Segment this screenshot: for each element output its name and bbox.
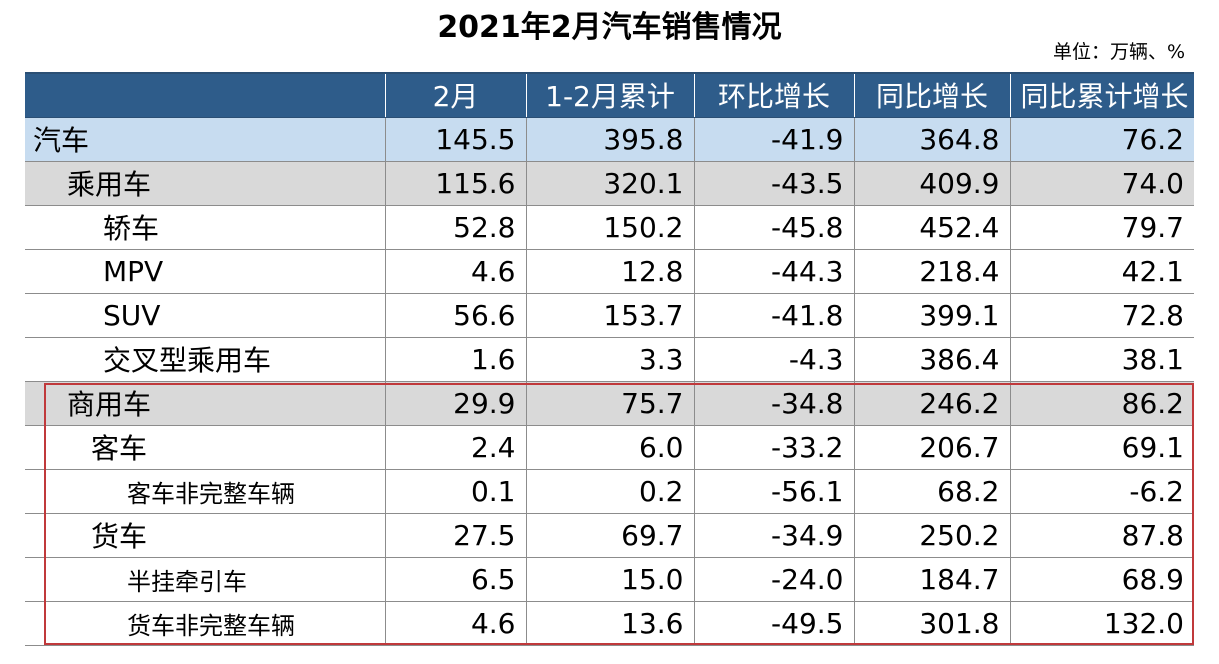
cell-value: 86.2 bbox=[1009, 381, 1194, 426]
cell-value: 52.8 bbox=[384, 205, 526, 250]
cell-value: -41.9 bbox=[693, 117, 854, 162]
row-label: SUV bbox=[25, 293, 385, 338]
row-label: 商用车 bbox=[25, 381, 385, 426]
table-row: 交叉型乘用车 1.6 3.3 -4.3 386.4 38.1 bbox=[25, 337, 1194, 382]
cell-value: -56.1 bbox=[693, 469, 854, 514]
table-row: SUV 56.6 153.7 -41.8 399.1 72.8 bbox=[25, 293, 1194, 338]
cell-value: 184.7 bbox=[853, 557, 1010, 602]
cell-value: 13.6 bbox=[525, 601, 694, 646]
row-label: 半挂牵引车 bbox=[25, 557, 385, 602]
cell-value: 301.8 bbox=[853, 601, 1010, 646]
cell-value: 68.9 bbox=[1009, 557, 1194, 602]
table-row: 客车非完整车辆 0.1 0.2 -56.1 68.2 -6.2 bbox=[25, 469, 1194, 514]
cell-value: 75.7 bbox=[525, 381, 694, 426]
sales-table: 2月 1-2月累计 环比增长 同比增长 同比累计增长 汽车 145.5 395.… bbox=[25, 72, 1194, 646]
cell-value: 132.0 bbox=[1009, 601, 1194, 646]
cell-value: 452.4 bbox=[853, 205, 1010, 250]
row-label: 客车非完整车辆 bbox=[25, 469, 385, 514]
cell-value: 38.1 bbox=[1009, 337, 1194, 382]
cell-value: 386.4 bbox=[853, 337, 1010, 382]
table-row: 汽车 145.5 395.8 -41.9 364.8 76.2 bbox=[25, 117, 1194, 162]
cell-value: 76.2 bbox=[1009, 117, 1194, 162]
cell-value: -44.3 bbox=[693, 249, 854, 294]
cell-value: 115.6 bbox=[384, 161, 526, 206]
table-row: 乘用车 115.6 320.1 -43.5 409.9 74.0 bbox=[25, 161, 1194, 206]
table-row: 货车 27.5 69.7 -34.9 250.2 87.8 bbox=[25, 513, 1194, 558]
cell-value: 87.8 bbox=[1009, 513, 1194, 558]
cell-value: -34.8 bbox=[693, 381, 854, 426]
cell-value: 320.1 bbox=[525, 161, 694, 206]
table-row: 客车 2.4 6.0 -33.2 206.7 69.1 bbox=[25, 425, 1194, 470]
cell-value: 250.2 bbox=[853, 513, 1010, 558]
table-row: 半挂牵引车 6.5 15.0 -24.0 184.7 68.9 bbox=[25, 557, 1194, 602]
header-yoy-growth: 同比增长 bbox=[853, 72, 1010, 118]
cell-value: 145.5 bbox=[384, 117, 526, 162]
cell-value: 42.1 bbox=[1009, 249, 1194, 294]
cell-value: 218.4 bbox=[853, 249, 1010, 294]
cell-value: 68.2 bbox=[853, 469, 1010, 514]
cell-value: -49.5 bbox=[693, 601, 854, 646]
cell-value: -33.2 bbox=[693, 425, 854, 470]
row-label: 客车 bbox=[25, 425, 385, 470]
page-title: 2021年2月汽车销售情况 bbox=[437, 10, 782, 45]
cell-value: 399.1 bbox=[853, 293, 1010, 338]
cell-value: -34.9 bbox=[693, 513, 854, 558]
cell-value: -4.3 bbox=[693, 337, 854, 382]
cell-value: 0.1 bbox=[384, 469, 526, 514]
cell-value: 15.0 bbox=[525, 557, 694, 602]
cell-value: 153.7 bbox=[525, 293, 694, 338]
cell-value: 364.8 bbox=[853, 117, 1010, 162]
cell-value: 6.5 bbox=[384, 557, 526, 602]
unit-label: 单位：万辆、% bbox=[1052, 41, 1185, 63]
cell-value: 74.0 bbox=[1009, 161, 1194, 206]
cell-value: 72.8 bbox=[1009, 293, 1194, 338]
cell-value: 4.6 bbox=[384, 249, 526, 294]
header-yoy-cumulative-growth: 同比累计增长 bbox=[1009, 72, 1194, 118]
cell-value: 1.6 bbox=[384, 337, 526, 382]
cell-value: 206.7 bbox=[853, 425, 1010, 470]
row-label: 交叉型乘用车 bbox=[25, 337, 385, 382]
cell-value: 6.0 bbox=[525, 425, 694, 470]
cell-value: 56.6 bbox=[384, 293, 526, 338]
table-row: 货车非完整车辆 4.6 13.6 -49.5 301.8 132.0 bbox=[25, 601, 1194, 646]
cell-value: 0.2 bbox=[525, 469, 694, 514]
cell-value: 69.7 bbox=[525, 513, 694, 558]
table-row: MPV 4.6 12.8 -44.3 218.4 42.1 bbox=[25, 249, 1194, 294]
cell-value: 3.3 bbox=[525, 337, 694, 382]
cell-value: -45.8 bbox=[693, 205, 854, 250]
cell-value: -6.2 bbox=[1009, 469, 1194, 514]
table-row: 商用车 29.9 75.7 -34.8 246.2 86.2 bbox=[25, 381, 1194, 426]
cell-value: 69.1 bbox=[1009, 425, 1194, 470]
row-label: 汽车 bbox=[25, 117, 385, 162]
header-mom-growth: 环比增长 bbox=[693, 72, 854, 118]
table-header-row: 2月 1-2月累计 环比增长 同比增长 同比累计增长 bbox=[25, 72, 1194, 118]
row-label: 货车 bbox=[25, 513, 385, 558]
row-label: MPV bbox=[25, 249, 385, 294]
table-row: 轿车 52.8 150.2 -45.8 452.4 79.7 bbox=[25, 205, 1194, 250]
cell-value: -43.5 bbox=[693, 161, 854, 206]
cell-value: -24.0 bbox=[693, 557, 854, 602]
cell-value: 4.6 bbox=[384, 601, 526, 646]
header-month: 2月 bbox=[384, 72, 526, 118]
cell-value: 409.9 bbox=[853, 161, 1010, 206]
header-category bbox=[25, 72, 385, 118]
cell-value: 12.8 bbox=[525, 249, 694, 294]
cell-value: -41.8 bbox=[693, 293, 854, 338]
cell-value: 2.4 bbox=[384, 425, 526, 470]
cell-value: 79.7 bbox=[1009, 205, 1194, 250]
cell-value: 395.8 bbox=[525, 117, 694, 162]
row-label: 轿车 bbox=[25, 205, 385, 250]
header-cumulative: 1-2月累计 bbox=[525, 72, 694, 118]
cell-value: 246.2 bbox=[853, 381, 1010, 426]
row-label: 乘用车 bbox=[25, 161, 385, 206]
row-label: 货车非完整车辆 bbox=[25, 601, 385, 646]
cell-value: 27.5 bbox=[384, 513, 526, 558]
cell-value: 150.2 bbox=[525, 205, 694, 250]
cell-value: 29.9 bbox=[384, 381, 526, 426]
